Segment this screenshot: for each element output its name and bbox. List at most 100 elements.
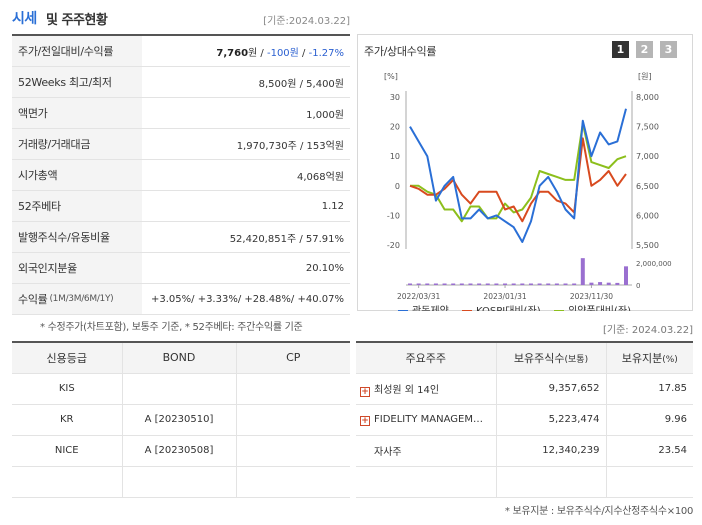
volume-bar [598,282,603,285]
rating-agency: KR [12,404,122,436]
reference-date: [기준:2024.03.22] [263,16,350,27]
volume-bar [425,283,430,285]
quote-value: 7,760원 / -100원 / -1.27% [142,44,350,59]
volume-bar [606,282,611,285]
left-tick-label: 20 [390,123,400,132]
table-row: KR A [20230510] [12,404,350,436]
cp-rating [235,404,350,436]
right-tick-label: 7,000 [636,152,659,161]
volume-bar [554,283,559,285]
quote-label: 52주베타 [12,191,142,221]
quote-label: 거래량/거래대금 [12,129,142,159]
price-change-pct: -1.27% [308,47,344,59]
volume-bar [520,283,525,285]
quote-row-returns: 수익률 (1M/3M/6M/1Y) +3.05%/ +3.33%/ +28.48%… [12,284,350,315]
separator: / [191,293,198,305]
table-row: + FIDELITY MANAGEM… 5,223,474 9.96 [356,404,693,436]
col-header-bond: BOND [121,342,236,374]
holder-shares: 12,340,239 [495,435,606,467]
legend-label: 광동제약 [412,305,449,311]
volume-tick-label: 0 [636,282,640,290]
holder-shares: 9,357,652 [495,373,606,405]
table-row: 자사주 12,340,239 23.54 [356,435,693,467]
chart-tab-3[interactable]: 3 [660,41,677,58]
quote-footnote: * 수정주가(차트포함), 보통주 기준, * 52주베타: 주간수익률 기준 [40,322,303,333]
volume-bar [580,258,585,285]
table-row: + 최성원 외 14인 9,357,652 17.85 [356,373,693,405]
separator: / [298,47,309,59]
col-header-holder: 주요주주 [356,342,496,374]
bond-rating [121,373,236,405]
volume-bar [451,283,456,285]
quote-row-beta: 52주베타 1.12 [12,191,350,222]
volume-bar [416,283,421,285]
holder-shares: 5,223,474 [495,404,606,436]
quote-row-foreign: 외국인지분율 20.10% [12,253,350,284]
left-tick-label: 10 [390,152,400,161]
series-line-2 [410,122,627,223]
holder-pct: 17.85 [605,373,693,405]
holder-name-cell: + FIDELITY MANAGEM… [356,404,496,436]
chart-tab-2[interactable]: 2 [636,41,653,58]
holder-pct: 23.54 [605,435,693,467]
chart-panel: 주가/상대수익률 1 2 3 [%] [원] 30 8,000 20 7,500 10 7,0… [357,34,693,311]
holder-name: FIDELITY MANAGEM… [374,413,483,425]
series-line-1 [409,137,627,223]
rating-agency: NICE [12,435,122,467]
returns-label: 수익률 [18,293,48,306]
relative-return-chart: [%] [원] 30 8,000 20 7,500 10 7,000 0 6,500 -10 6,00… [384,72,672,311]
right-tick-label: 7,500 [636,123,659,132]
chart-tab-1[interactable]: 1 [612,41,629,58]
right-tick-label: 6,000 [636,211,659,220]
quote-value: 1,970,730주 / 153억원 [236,140,344,152]
x-tick-label: 2023/11/30 [570,292,613,301]
separator: / [290,293,298,305]
x-tick-label: 2023/01/31 [483,292,526,301]
quote-row-price: 주가/전일대비/수익률 7,760원 / -100원 / -1.27% [12,36,350,67]
cp-rating [235,435,350,467]
series-line-0 [409,108,627,243]
price-change: -100원 [266,47,299,59]
col-header-shares: 보유주식수(보통) [495,342,606,374]
return-6m: +28.48% [244,293,291,305]
cp-rating [235,466,350,498]
table-row: NICE A [20230508] [12,435,350,467]
quote-value: 4,068억원 [296,171,344,183]
volume-bar [572,283,577,285]
quote-row-face-value: 액면가 1,000원 [12,98,350,129]
volume-bar [477,283,482,285]
holder-name-cell: + 최성원 외 14인 [356,373,496,405]
returns-periods: (1M/3M/6M/1Y) [49,294,114,304]
volume-bar [546,283,551,285]
bond-rating: A [20230510] [121,404,236,436]
section-title-secondary: 및 주주현황 [46,13,108,28]
volume-bar [459,283,464,285]
volume-bar [468,283,473,285]
quote-row-52weeks: 52Weeks 최고/최저 8,500원 / 5,400원 [12,67,350,98]
volume-bar [624,266,628,285]
table-row: KIS [12,373,350,405]
table-row [12,466,350,498]
volume-bar [494,283,499,285]
chart-title: 주가/상대수익률 [364,45,437,58]
volume-bar [503,283,508,285]
quote-value: 52,420,851주 / 57.91% [229,233,344,245]
bond-rating [121,466,236,498]
quote-label: 시가총액 [12,160,142,190]
volume-bar [615,282,620,285]
quote-row-market-cap: 시가총액 4,068억원 [12,160,350,191]
col-header-rating: 신용등급 [12,342,122,374]
right-tick-label: 8,000 [636,93,659,102]
rating-agency: KIS [12,373,122,405]
volume-bar [563,283,568,285]
col-header-pct: 보유지분(%) [605,342,693,374]
quote-row-shares: 발행주식수/유동비율 52,420,851주 / 57.91% [12,222,350,253]
volume-bar [589,282,594,285]
expand-plus-icon[interactable]: + [360,386,370,397]
expand-plus-icon[interactable]: + [360,415,370,426]
holder-name: 자사주 [374,447,402,458]
major-holders-table: 주요주주 보유주식수(보통) 보유지분(%) + 최성원 외 14인 9,357,… [356,341,693,498]
quote-label: 52Weeks 최고/최저 [12,67,142,97]
quote-label: 수익률 (1M/3M/6M/1Y) [12,284,142,314]
shares-header-text: 보유주식수 [513,351,565,365]
